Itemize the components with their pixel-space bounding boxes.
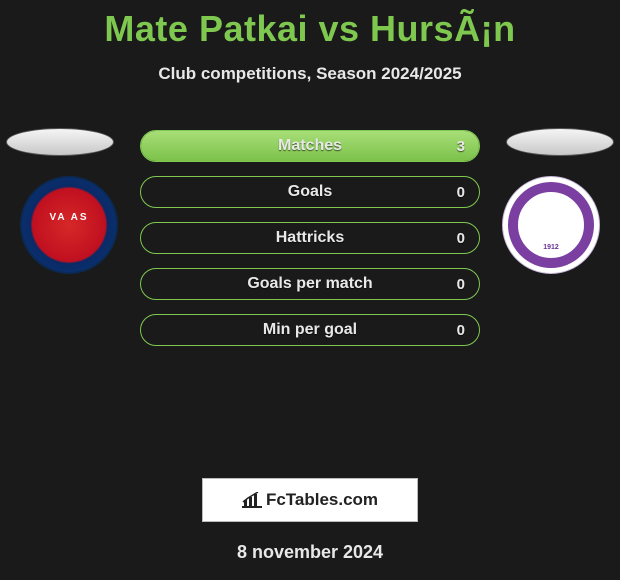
- team-logo-left: VA AS: [20, 176, 118, 274]
- subtitle: Club competitions, Season 2024/2025: [0, 64, 620, 84]
- stat-label: Goals per match: [247, 275, 372, 293]
- stat-bars: Matches 3 Goals 0 Hattricks 0 Goals per …: [140, 130, 480, 346]
- shadow-ellipse-left: [6, 128, 114, 156]
- stat-bar-goals-per-match: Goals per match 0: [140, 268, 480, 300]
- stat-value-right: 0: [457, 276, 465, 293]
- stat-bar-matches: Matches 3: [140, 130, 480, 162]
- stat-value-right: 0: [457, 184, 465, 201]
- stat-value-right: 0: [457, 230, 465, 247]
- comparison-panel: VA AS 1912 Matches 3 Goals 0 Hattricks 0…: [0, 114, 620, 454]
- stat-label: Hattricks: [276, 229, 344, 247]
- brand-text: FcTables.com: [266, 490, 378, 510]
- stat-bar-min-per-goal: Min per goal 0: [140, 314, 480, 346]
- brand-badge[interactable]: FcTables.com: [202, 478, 418, 522]
- stat-bar-hattricks: Hattricks 0: [140, 222, 480, 254]
- chart-icon: [242, 492, 262, 508]
- date-text: 8 november 2024: [0, 542, 620, 563]
- stat-label: Goals: [288, 183, 332, 201]
- shadow-ellipse-right: [506, 128, 614, 156]
- stat-label: Matches: [278, 137, 342, 155]
- stat-value-right: 0: [457, 322, 465, 339]
- stat-label: Min per goal: [263, 321, 357, 339]
- team-logo-right-year: 1912: [525, 199, 577, 251]
- stat-bar-goals: Goals 0: [140, 176, 480, 208]
- stat-value-right: 3: [457, 138, 465, 155]
- page-title: Mate Patkai vs HursÃ¡n: [0, 0, 620, 50]
- team-logo-right: 1912: [502, 176, 600, 274]
- team-logo-left-text: VA AS: [22, 212, 116, 223]
